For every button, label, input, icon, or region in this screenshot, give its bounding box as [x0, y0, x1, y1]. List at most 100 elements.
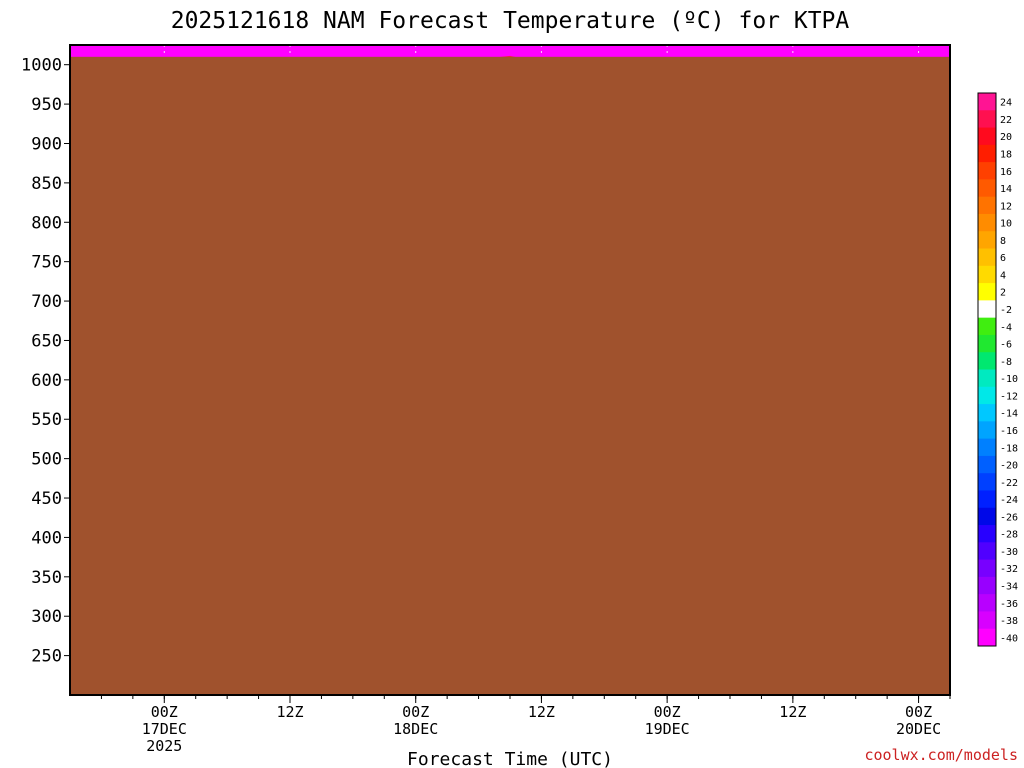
colorbar-swatch-16 — [978, 162, 996, 180]
colorbar-swatch--38 — [978, 611, 996, 630]
colorbar-swatch--8 — [978, 352, 996, 370]
colorbar-label: 14 — [1000, 184, 1012, 195]
x-tick-label: 18DEC — [393, 720, 438, 738]
y-tick-label: 900 — [31, 134, 62, 154]
colorbar-swatch--24 — [978, 490, 996, 509]
colorbar-label: -34 — [1000, 582, 1018, 593]
colorbar-label: -22 — [1000, 478, 1018, 489]
colorbar-swatch-14 — [978, 179, 996, 198]
colorbar-swatch-18 — [978, 144, 996, 163]
y-tick-label: 550 — [31, 410, 62, 430]
colorbar-label: 4 — [1000, 270, 1006, 281]
y-tick-label: 500 — [31, 450, 62, 470]
y-tick-label: 350 — [31, 568, 62, 588]
colorbar-label: -36 — [1000, 599, 1018, 610]
colorbar-label: -26 — [1000, 512, 1018, 523]
colorbar-label: -30 — [1000, 547, 1018, 558]
colorbar-label: 2 — [1000, 288, 1006, 299]
colorbar-label: 8 — [1000, 236, 1006, 247]
colorbar-label: 12 — [1000, 201, 1012, 212]
x-tick-label: 12Z — [779, 703, 806, 721]
y-axis: 250 300 350 400 450 500 550 600 650 700 750 800 850 9… — [21, 56, 70, 667]
x-tick-label: 00Z — [151, 703, 178, 721]
colorbar-label: -18 — [1000, 443, 1018, 454]
colorbar-swatch-2 — [978, 283, 996, 301]
colorbar-label: -14 — [1000, 409, 1018, 420]
y-tick-label: 600 — [31, 371, 62, 391]
colorbar-swatch--18 — [978, 438, 996, 457]
plot-area: -54-54-54-50-50-50-46-46-46-42-42-42-38-… — [70, 45, 950, 695]
y-tick-label: 650 — [31, 331, 62, 351]
colorbar-label: -4 — [1000, 322, 1012, 333]
colorbar-label: 22 — [1000, 115, 1012, 126]
x-tick-label: 00Z — [905, 703, 932, 721]
colorbar-swatch--32 — [978, 559, 996, 578]
colorbar-label: -20 — [1000, 461, 1018, 472]
colorbar-swatch--22 — [978, 473, 996, 491]
colorbar-swatch--20 — [978, 455, 996, 474]
x-axis-label: Forecast Time (UTC) — [407, 749, 613, 768]
colorbar-swatch-10 — [978, 213, 996, 232]
colorbar-swatch--14 — [978, 404, 996, 422]
colorbar-swatch-12 — [978, 196, 996, 215]
colorbar-label: 18 — [1000, 149, 1012, 160]
y-tick-label: 750 — [31, 253, 62, 273]
colorbar-swatch--30 — [978, 542, 996, 561]
colorbar-label: 6 — [1000, 253, 1006, 264]
colorbar-label: -40 — [1000, 633, 1018, 644]
colorbar-label: 20 — [1000, 132, 1012, 143]
x-tick-label: 19DEC — [645, 720, 690, 738]
y-tick-label: 700 — [31, 292, 62, 312]
colorbar-swatch--16 — [978, 421, 996, 440]
colorbar-swatch--4 — [978, 317, 996, 336]
colorbar-swatch--28 — [978, 525, 996, 543]
colorbar-label: -8 — [1000, 357, 1012, 368]
y-tick-label: 1000 — [21, 56, 62, 76]
colorbar-swatch-24 — [978, 93, 996, 111]
colorbar-label: -12 — [1000, 391, 1018, 402]
colorbar-label: -6 — [1000, 340, 1012, 351]
y-tick-label: 800 — [31, 213, 62, 233]
colorbar-swatch-6 — [978, 248, 996, 267]
colorbar-swatch--36 — [978, 594, 996, 612]
ground-layer — [70, 56, 950, 695]
y-tick-label: 400 — [31, 528, 62, 548]
y-tick-label: 300 — [31, 607, 62, 627]
colorbar-swatch--10 — [978, 369, 996, 388]
colorbar-swatch--34 — [978, 576, 996, 595]
x-tick-label: 17DEC — [142, 720, 187, 738]
y-tick-label: 250 — [31, 647, 62, 667]
colorbar-label: -16 — [1000, 426, 1018, 437]
colorbar-label: -38 — [1000, 616, 1018, 627]
y-tick-label: 450 — [31, 489, 62, 509]
x-tick-label: 2025 — [146, 737, 182, 755]
x-tick-label: 00Z — [402, 703, 429, 721]
colorbar-label: 24 — [1000, 98, 1012, 109]
colorbar-label: -32 — [1000, 564, 1018, 575]
colorbar-label: -28 — [1000, 530, 1018, 541]
colorbar-swatch--40 — [978, 628, 996, 647]
colorbar-swatch--2 — [978, 300, 996, 319]
colorbar-label: -24 — [1000, 495, 1018, 506]
colorbar-label: 16 — [1000, 167, 1012, 178]
x-tick-label: 12Z — [528, 703, 555, 721]
x-tick-label: 00Z — [654, 703, 681, 721]
colorbar-label: 10 — [1000, 219, 1012, 230]
colorbar-swatch--26 — [978, 507, 996, 526]
credit-text: coolwx.com/models — [864, 746, 1018, 764]
colorbar-label: -10 — [1000, 374, 1018, 385]
x-tick-label: 20DEC — [896, 720, 941, 738]
colorbar-swatch-22 — [978, 110, 996, 129]
colorbar-swatch--6 — [978, 334, 996, 353]
colorbar-swatch-20 — [978, 127, 996, 146]
y-tick-label: 850 — [31, 174, 62, 194]
x-tick-label: 12Z — [276, 703, 303, 721]
colorbar-swatch-4 — [978, 265, 996, 284]
colorbar: 24 22 20 18 16 14 12 10 8 6 4 2 -2 -4 -6 -8 -10 -12 -14 -16… — [977, 92, 1018, 647]
colorbar-label: -2 — [1000, 305, 1012, 316]
chart-title: 2025121618 NAM Forecast Temperature (ºC)… — [171, 8, 850, 34]
y-tick-label: 950 — [31, 95, 62, 115]
colorbar-frame — [977, 92, 997, 647]
colorbar-swatch-8 — [978, 231, 996, 250]
